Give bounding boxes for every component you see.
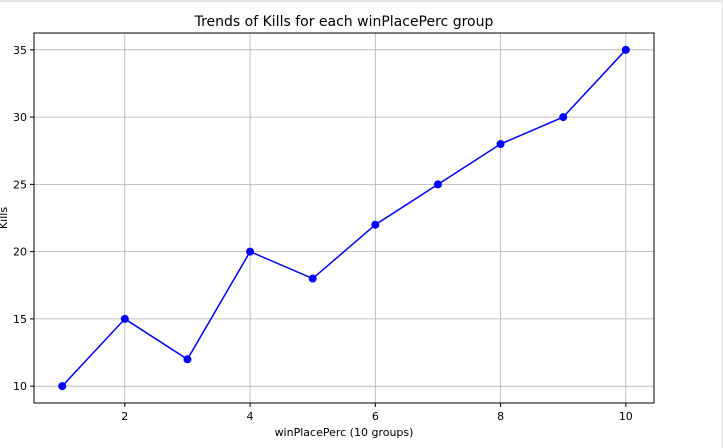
x-tick-label: 8: [497, 410, 504, 423]
x-tick-label: 4: [247, 410, 254, 423]
x-axis-label: winPlacePerc (10 groups): [275, 426, 414, 439]
data-point: [496, 140, 505, 148]
window-right-border: [721, 0, 723, 448]
y-tick-label: 20: [13, 246, 27, 259]
x-tick-label: 10: [619, 410, 633, 423]
data-point: [183, 355, 192, 364]
x-tick-label: 6: [372, 410, 379, 423]
data-point: [371, 220, 380, 229]
x-axis-ticks: 2 4 6 8 10: [121, 403, 633, 423]
y-tick-label: 30: [13, 111, 27, 124]
y-tick-label: 25: [13, 178, 27, 191]
y-axis-ticks: 10 15 20 25 30 35: [13, 44, 34, 393]
data-point: [246, 247, 255, 256]
y-tick-label: 10: [13, 380, 27, 393]
window-top-border: [0, 0, 723, 2]
chart-title: Trends of Kills for each winPlacePerc gr…: [194, 14, 494, 30]
data-point: [120, 314, 129, 323]
plot-area: [33, 32, 655, 404]
y-tick-label: 15: [13, 313, 27, 326]
data-point: [58, 382, 67, 391]
y-axis-label: Kills: [0, 207, 10, 229]
data-point: [621, 45, 630, 54]
series-line: [61, 49, 627, 387]
y-tick-label: 35: [13, 44, 27, 57]
series-points: [58, 45, 630, 391]
grid-lines: [34, 33, 654, 403]
data-point: [308, 274, 317, 283]
data-point: [559, 113, 568, 122]
x-tick-label: 2: [121, 410, 128, 423]
data-point: [433, 180, 442, 189]
